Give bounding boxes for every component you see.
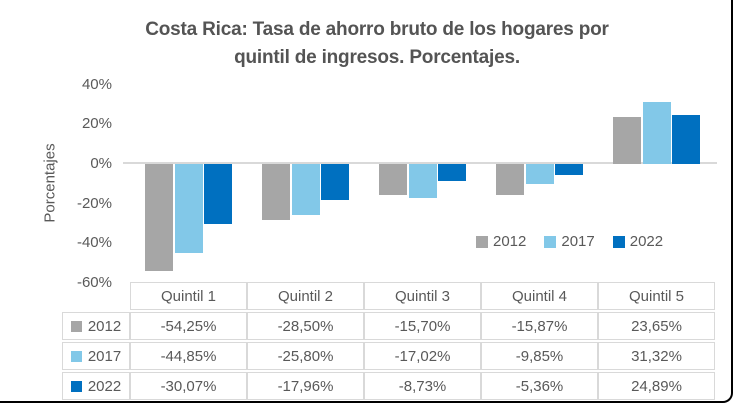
table-cell-2022-q4: -5,36% [481, 372, 598, 400]
chart-data-table: Quintil 1 Quintil 2 Quintil 3 Quintil 4 Quin… [62, 282, 715, 400]
series-swatch-icon [70, 320, 82, 332]
series-swatch-icon [70, 350, 82, 362]
y-tick-label: -40% [76, 234, 112, 252]
table-cell-2022-q3: -8,73% [364, 372, 481, 400]
y-tick-label: -20% [76, 194, 112, 212]
chart-title: Costa Rica: Tasa de ahorro bruto de los … [37, 16, 717, 72]
series-year-label: 2012 [87, 317, 122, 335]
legend-item-2012: 2012 [476, 233, 526, 250]
table-cell-2012-q5: 23,65% [598, 312, 715, 340]
bar-2017-quintil-5 [642, 101, 671, 164]
table-cell-2022-q1: -30,07% [130, 372, 247, 400]
bar-2022-quintil-4 [555, 164, 583, 175]
bar-2022-quintil-3 [438, 164, 466, 182]
legend-swatch-icon [612, 235, 625, 248]
table-header-quintil-1: Quintil 1 [130, 282, 247, 310]
table-cell-2012-q1: -54,25% [130, 312, 247, 340]
y-tick-label: 20% [81, 115, 112, 133]
table-cell-2022-q5: 24,89% [598, 372, 715, 400]
table-row-header-2022: 2022 [62, 372, 130, 400]
legend-label: 2017 [561, 233, 595, 250]
bar-2022-quintil-5 [672, 114, 700, 164]
bar-2022-quintil-1 [204, 164, 232, 224]
zero-gridline [123, 162, 717, 164]
table-cell-2017-q5: 31,32% [598, 342, 715, 370]
y-tick-label: 40% [81, 75, 112, 93]
table-header-quintil-5: Quintil 5 [598, 282, 715, 310]
series-swatch-icon [70, 380, 82, 392]
bar-2017-quintil-3 [408, 164, 437, 198]
legend-item-2017: 2017 [544, 233, 595, 250]
table-row-header-2012: 2012 [62, 312, 130, 340]
chart-title-line-2: quintil de ingresos. Porcentajes. [234, 47, 520, 68]
chart-legend: 2012 2017 2022 [476, 233, 663, 250]
bar-2012-quintil-2 [262, 164, 290, 221]
y-tick-label: 0% [90, 155, 112, 172]
legend-label: 2022 [629, 233, 664, 250]
chart-title-line-1: Costa Rica: Tasa de ahorro bruto de los … [145, 19, 609, 40]
legend-item-2022: 2022 [612, 233, 664, 250]
bar-2017-quintil-2 [291, 164, 320, 216]
table-cell-2017-q3: -17,02% [364, 342, 481, 370]
table-cell-2012-q2: -28,50% [247, 312, 364, 340]
table-row-header-2017: 2017 [62, 342, 130, 370]
bar-2012-quintil-4 [496, 164, 524, 196]
table-cell-2022-q2: -17,96% [247, 372, 364, 400]
bar-2012-quintil-5 [613, 117, 641, 164]
table-header-quintil-2: Quintil 2 [247, 282, 364, 310]
table-cell-2017-q4: -9,85% [481, 342, 598, 370]
legend-label: 2012 [493, 233, 527, 250]
table-cell-2012-q3: -15,70% [364, 312, 481, 340]
series-year-label: 2022 [87, 377, 122, 395]
legend-swatch-icon [476, 235, 488, 248]
legend-swatch-icon [544, 235, 557, 248]
y-tick-label: -60% [76, 273, 112, 291]
series-year-label: 2017 [87, 347, 122, 365]
bar-2017-quintil-1 [174, 164, 203, 253]
table-header-quintil-3: Quintil 3 [364, 282, 481, 310]
table-cell-2017-q2: -25,80% [247, 342, 364, 370]
table-cell-2012-q4: -15,87% [481, 312, 598, 340]
table-cell-2017-q1: -44,85% [130, 342, 247, 370]
table-header-quintil-4: Quintil 4 [481, 282, 598, 310]
bar-2017-quintil-4 [525, 164, 554, 184]
bar-2012-quintil-3 [379, 164, 407, 196]
bar-2012-quintil-1 [145, 164, 173, 272]
bar-2022-quintil-2 [321, 164, 349, 200]
